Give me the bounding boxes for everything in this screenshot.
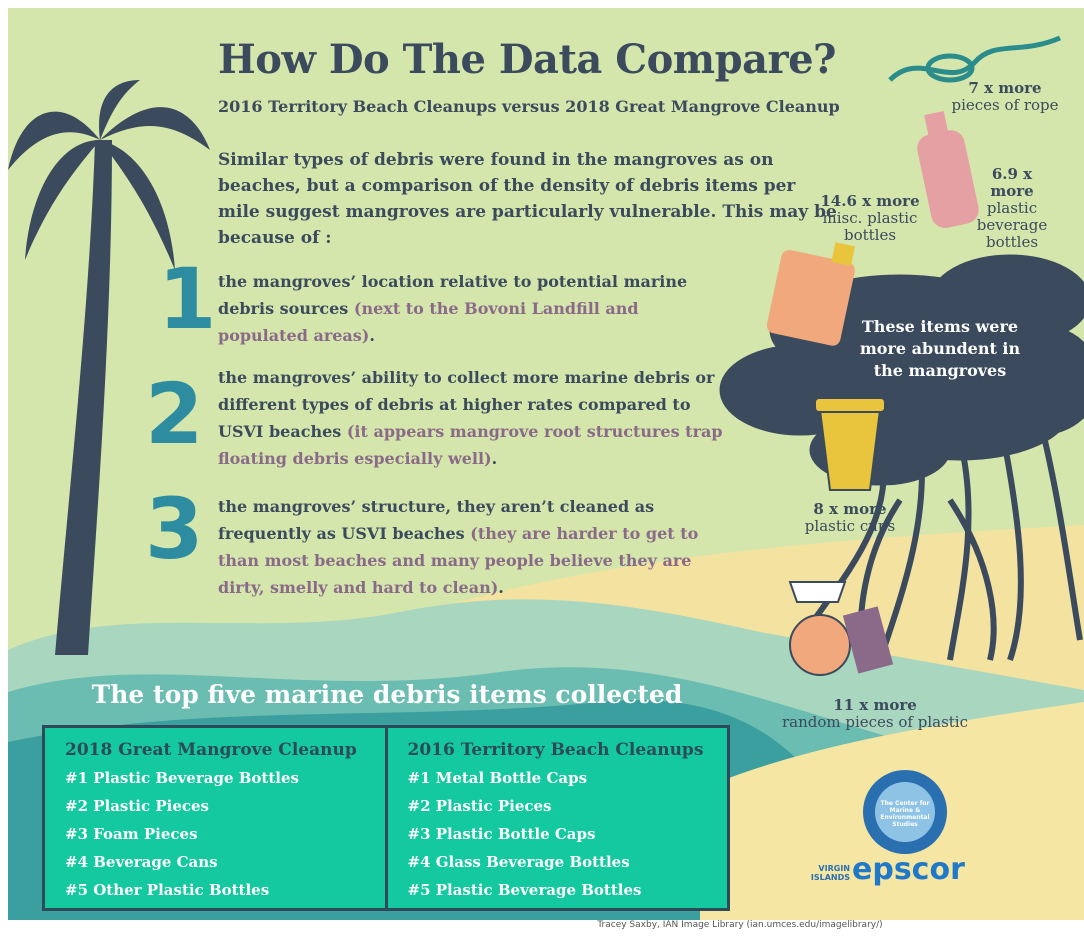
callout-amount: 14.6 x more (810, 193, 930, 210)
callout-amount: 6.9 x more (972, 166, 1052, 200)
credit: Tracey Saxby, IAN Image Library (ian.umc… (470, 920, 1010, 930)
column-heading: 2018 Great Mangrove Cleanup (65, 736, 385, 764)
reason: the mangroves’ ability to collect more m… (218, 364, 728, 472)
callout-item: misc. plastic bottles (810, 210, 930, 244)
item: #1 Metal Bottle Caps (408, 764, 728, 792)
reason: the mangroves’ structure, they aren’t cl… (218, 493, 728, 601)
infographic: How Do The Data Compare? 2016 Territory … (0, 0, 1084, 937)
item: #2 Plastic Pieces (408, 792, 728, 820)
intro: Similar types of debris were found in th… (218, 147, 838, 251)
item: #3 Plastic Bottle Caps (408, 820, 728, 848)
item: #4 Beverage Cans (65, 848, 385, 876)
item: #4 Glass Beverage Bottles (408, 848, 728, 876)
item: #3 Foam Pieces (65, 820, 385, 848)
callout-amount: 7 x more (945, 80, 1065, 97)
column-heading: 2016 Territory Beach Cleanups (408, 736, 728, 764)
item: #5 Plastic Beverage Bottles (408, 876, 728, 904)
title: How Do The Data Compare? (218, 36, 836, 83)
center-logo-text: The Center for Marine & Environmental St… (870, 800, 940, 828)
reason-number: 3 (145, 480, 203, 578)
column: 2016 Territory Beach Cleanups #1 Metal B… (385, 728, 728, 908)
reason: the mangroves’ location relative to pote… (218, 268, 728, 349)
table-title: The top five marine debris items collect… (42, 680, 732, 709)
subtitle: 2016 Territory Beach Cleanups versus 201… (218, 97, 840, 116)
callout-amount: 8 x more (790, 501, 910, 518)
top-five-table: 2018 Great Mangrove Cleanup #1 Plastic B… (42, 725, 730, 911)
reason-end: . (369, 326, 375, 345)
reason-end: . (492, 449, 498, 468)
callout-item: plastic cups (790, 518, 910, 535)
reason-number: 2 (145, 365, 203, 463)
callout-amount: 11 x more (770, 697, 980, 714)
callout-item: random pieces of plastic (770, 714, 980, 731)
column: 2018 Great Mangrove Cleanup #1 Plastic B… (45, 728, 385, 908)
item: #5 Other Plastic Bottles (65, 876, 385, 904)
epscor-logo: epscor (852, 852, 965, 887)
item: #1 Plastic Beverage Bottles (65, 764, 385, 792)
virgin-islands-text: VIRGIN ISLANDS (800, 864, 850, 882)
callout-item: pieces of rope (945, 97, 1065, 114)
item: #2 Plastic Pieces (65, 792, 385, 820)
mangrove-label: These items were more abundent in the ma… (850, 316, 1030, 382)
reason-end: . (498, 578, 504, 597)
reason-number: 1 (158, 250, 216, 348)
callout-item: plastic beverage bottles (972, 200, 1052, 251)
